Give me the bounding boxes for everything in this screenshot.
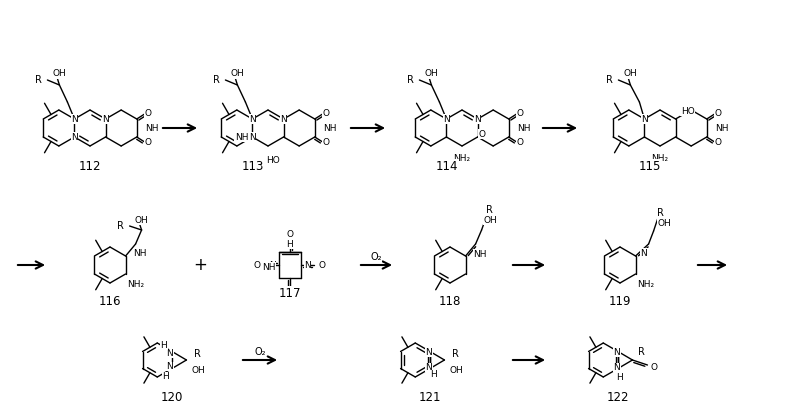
- Text: R: R: [605, 75, 612, 85]
- Text: O: O: [319, 261, 325, 269]
- Text: O: O: [714, 138, 721, 147]
- Text: 121: 121: [418, 391, 441, 403]
- Text: OH: OH: [424, 69, 438, 78]
- Text: OH: OH: [657, 219, 671, 227]
- Text: 115: 115: [638, 159, 660, 173]
- Text: N: N: [442, 115, 449, 124]
- Text: 119: 119: [608, 295, 630, 308]
- Text: OH: OH: [449, 366, 463, 374]
- Text: N: N: [474, 115, 480, 124]
- Text: NH₂: NH₂: [650, 154, 668, 163]
- Text: O₂: O₂: [370, 252, 381, 262]
- Text: N: N: [71, 115, 78, 124]
- Text: O: O: [478, 129, 484, 139]
- Text: N: N: [280, 115, 287, 124]
- Text: O: O: [516, 138, 523, 147]
- Text: OH: OH: [52, 69, 66, 78]
- Text: NH: NH: [145, 124, 158, 132]
- Text: N: N: [102, 115, 109, 124]
- Text: NH: NH: [714, 124, 728, 132]
- Text: NH: NH: [516, 124, 530, 132]
- Text: N: N: [304, 261, 311, 269]
- Text: R: R: [486, 205, 492, 215]
- Text: H: H: [286, 239, 293, 249]
- Text: R: R: [452, 349, 459, 359]
- Text: N: N: [613, 363, 620, 372]
- Text: NH: NH: [133, 249, 147, 257]
- Text: H: H: [161, 341, 167, 350]
- Text: OH: OH: [230, 69, 244, 78]
- Text: OH: OH: [623, 69, 637, 78]
- Text: 114: 114: [435, 159, 458, 173]
- Text: R: R: [194, 349, 201, 359]
- Text: R: R: [656, 208, 663, 218]
- Text: 122: 122: [606, 391, 629, 403]
- Text: 118: 118: [438, 295, 461, 308]
- Text: O: O: [145, 138, 152, 147]
- Text: O: O: [516, 109, 523, 118]
- Text: OH: OH: [135, 215, 149, 225]
- Text: 120: 120: [161, 391, 183, 403]
- Text: +: +: [193, 256, 206, 274]
- Text: O: O: [145, 109, 152, 118]
- Text: NH: NH: [322, 124, 336, 132]
- Text: N: N: [269, 261, 275, 269]
- Text: N: N: [613, 348, 620, 357]
- Text: NH₂: NH₂: [637, 279, 654, 288]
- Text: 116: 116: [99, 295, 121, 308]
- Text: 117: 117: [279, 286, 301, 300]
- Text: O: O: [322, 138, 329, 147]
- Text: N: N: [425, 348, 432, 357]
- Text: N: N: [425, 363, 432, 372]
- Text: 113: 113: [242, 159, 264, 173]
- Text: N: N: [640, 249, 646, 257]
- Text: HO: HO: [680, 107, 694, 115]
- Text: O: O: [286, 291, 293, 300]
- Text: OH: OH: [483, 215, 497, 225]
- Text: O: O: [286, 229, 293, 239]
- Text: N: N: [166, 362, 173, 371]
- Text: OH: OH: [191, 366, 205, 374]
- Text: O: O: [714, 109, 721, 118]
- Text: N: N: [249, 132, 255, 142]
- Text: O: O: [254, 261, 261, 269]
- Text: O₂: O₂: [254, 347, 266, 357]
- Text: R: R: [212, 75, 219, 85]
- Text: HO: HO: [266, 156, 279, 164]
- Text: NH: NH: [473, 249, 487, 259]
- Text: N: N: [71, 132, 78, 142]
- Text: 112: 112: [79, 159, 101, 173]
- Text: R: R: [638, 347, 645, 357]
- Text: R: R: [35, 75, 42, 85]
- Text: O: O: [650, 362, 657, 371]
- Text: NH: NH: [262, 263, 275, 271]
- Text: H: H: [430, 370, 437, 379]
- Text: R: R: [116, 221, 124, 231]
- Text: R: R: [406, 75, 413, 85]
- Text: H: H: [616, 373, 622, 382]
- Text: NH: NH: [234, 132, 248, 142]
- Text: N: N: [249, 115, 255, 124]
- Text: N: N: [166, 349, 173, 358]
- Text: NH₂: NH₂: [128, 279, 145, 288]
- Text: NH₂: NH₂: [453, 154, 470, 163]
- Text: N: N: [640, 115, 647, 124]
- Text: H: H: [162, 372, 169, 381]
- Text: O: O: [322, 109, 329, 118]
